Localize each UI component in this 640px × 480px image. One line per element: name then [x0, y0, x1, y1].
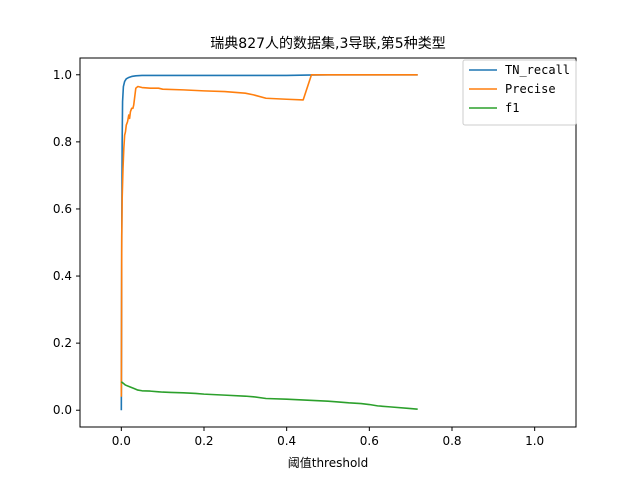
- y-tick-label: 1.0: [53, 68, 72, 82]
- x-tick-label: 0.0: [112, 434, 131, 448]
- legend: TN_recall Precise f1: [462, 59, 577, 126]
- x-tick-label: 0.8: [442, 434, 461, 448]
- legend-label: TN_recall: [505, 63, 570, 77]
- y-tick-label: 0.2: [53, 336, 72, 350]
- series-layer: [120, 73, 418, 411]
- legend-label: Precise: [505, 82, 556, 96]
- series-line-precise: [120, 73, 418, 397]
- x-tick-label: 1.0: [525, 434, 544, 448]
- x-tick-label: 0.4: [277, 434, 296, 448]
- x-axis-label: 阈值threshold: [288, 455, 369, 470]
- y-tick-label: 0.0: [53, 403, 72, 417]
- x-tick-label: 0.6: [360, 434, 379, 448]
- chart-title: 瑞典827人的数据集,3导联,第5种类型: [210, 35, 445, 52]
- y-tick-label: 0.6: [53, 202, 72, 216]
- x-axis: 0.0 0.2 0.4 0.6 0.8 1.0: [112, 427, 544, 448]
- legend-label: f1: [505, 101, 519, 115]
- x-tick-label: 0.2: [194, 434, 213, 448]
- y-tick-label: 0.8: [53, 135, 72, 149]
- y-tick-label: 0.4: [53, 269, 72, 283]
- series-line-f1: [120, 381, 418, 411]
- y-axis: 0.0 0.2 0.4 0.6 0.8 1.0: [53, 68, 80, 417]
